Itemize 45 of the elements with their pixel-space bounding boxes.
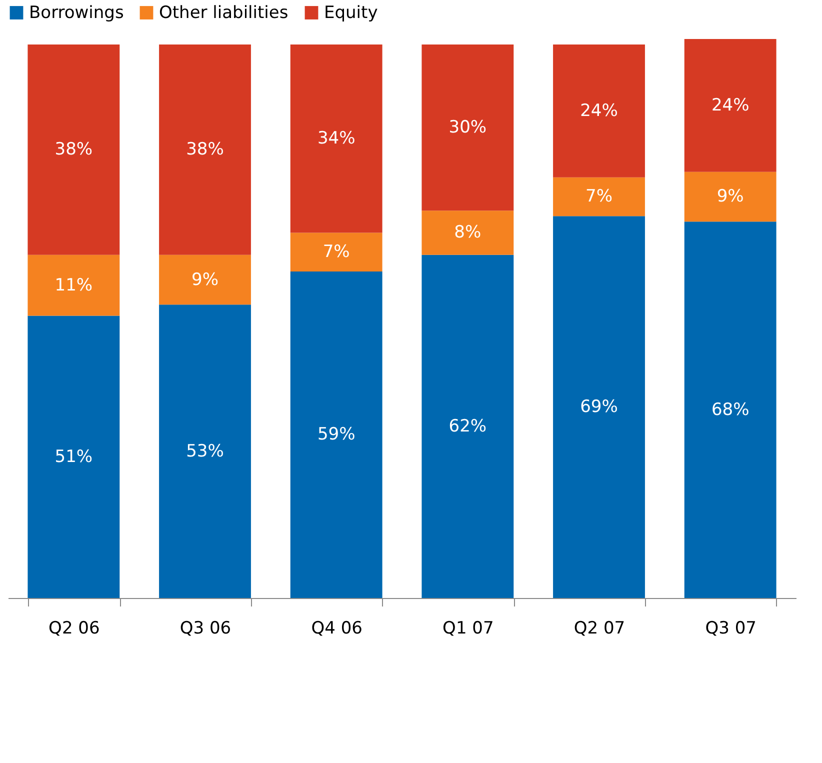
bar [553, 216, 645, 598]
data-label: 7% [322, 242, 350, 262]
legend-label: Borrowings [29, 2, 124, 23]
x-tick-label: Q3 07 [705, 618, 756, 638]
bar [684, 39, 776, 172]
data-label: 62% [448, 416, 487, 436]
legend-label: Equity [324, 2, 378, 23]
bar [422, 44, 514, 211]
data-label: 38% [186, 140, 224, 160]
data-label: 9% [716, 186, 744, 207]
data-label: 51% [54, 446, 93, 467]
bar [553, 177, 645, 216]
bar [159, 304, 251, 598]
data-label: 9% [192, 270, 218, 290]
data-label: 24% [580, 100, 618, 121]
bar [159, 254, 251, 305]
bar [290, 44, 382, 233]
data-label: 69% [580, 397, 618, 418]
x-tick-label: Q4 06 [311, 618, 362, 638]
data-label: 34% [317, 128, 356, 149]
bar [422, 210, 514, 255]
bar [422, 254, 514, 598]
data-label: 53% [186, 441, 224, 462]
data-label: 30% [448, 118, 487, 138]
legend-label: Other liabilities [159, 2, 288, 23]
data-label: 38% [54, 140, 93, 160]
x-tick-label: Q1 07 [442, 618, 494, 638]
data-label: 59% [317, 424, 356, 445]
x-tick-label: Q3 06 [180, 618, 232, 638]
bar [28, 44, 120, 255]
data-label: 8% [454, 222, 482, 243]
data-label: 24% [711, 95, 750, 116]
bar [159, 44, 251, 255]
data-label: 7% [586, 186, 612, 207]
x-tick-label: Q2 06 [48, 618, 100, 638]
bar [290, 271, 382, 598]
x-tick-label: Q2 07 [574, 618, 626, 638]
bar [553, 44, 645, 178]
data-label: 68% [711, 400, 750, 420]
bar [28, 254, 120, 316]
bar [684, 222, 776, 598]
data-label: 11% [54, 275, 93, 296]
bar [28, 316, 120, 598]
bar [290, 232, 382, 272]
bar [684, 172, 776, 222]
